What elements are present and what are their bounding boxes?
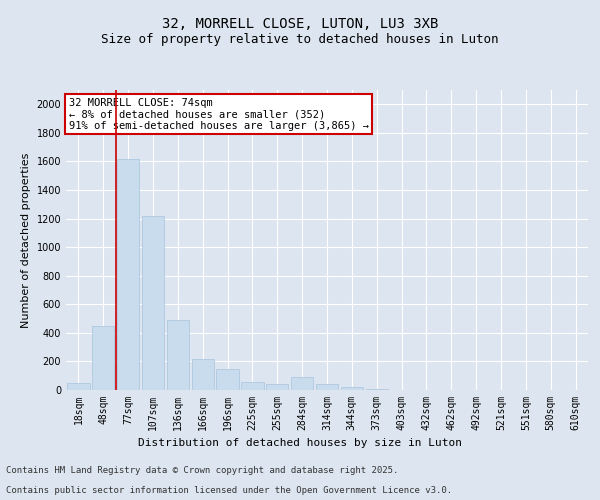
Bar: [341, 387, 363, 390]
Text: 32 MORRELL CLOSE: 74sqm
← 8% of detached houses are smaller (352)
91% of semi-de: 32 MORRELL CLOSE: 74sqm ← 8% of detached…: [68, 98, 368, 130]
Text: Distribution of detached houses by size in Luton: Distribution of detached houses by size …: [138, 438, 462, 448]
Text: Contains public sector information licensed under the Open Government Licence v3: Contains public sector information licen…: [6, 486, 452, 495]
Bar: [316, 384, 338, 390]
Bar: [291, 377, 313, 390]
Bar: [117, 158, 139, 390]
Y-axis label: Number of detached properties: Number of detached properties: [21, 152, 31, 328]
Bar: [67, 383, 89, 390]
Text: 32, MORRELL CLOSE, LUTON, LU3 3XB: 32, MORRELL CLOSE, LUTON, LU3 3XB: [162, 18, 438, 32]
Bar: [241, 382, 263, 390]
Bar: [217, 370, 239, 390]
Text: Contains HM Land Registry data © Crown copyright and database right 2025.: Contains HM Land Registry data © Crown c…: [6, 466, 398, 475]
Bar: [92, 326, 115, 390]
Bar: [142, 216, 164, 390]
Bar: [365, 389, 388, 390]
Bar: [191, 358, 214, 390]
Bar: [167, 320, 189, 390]
Bar: [266, 384, 289, 390]
Text: Size of property relative to detached houses in Luton: Size of property relative to detached ho…: [101, 32, 499, 46]
